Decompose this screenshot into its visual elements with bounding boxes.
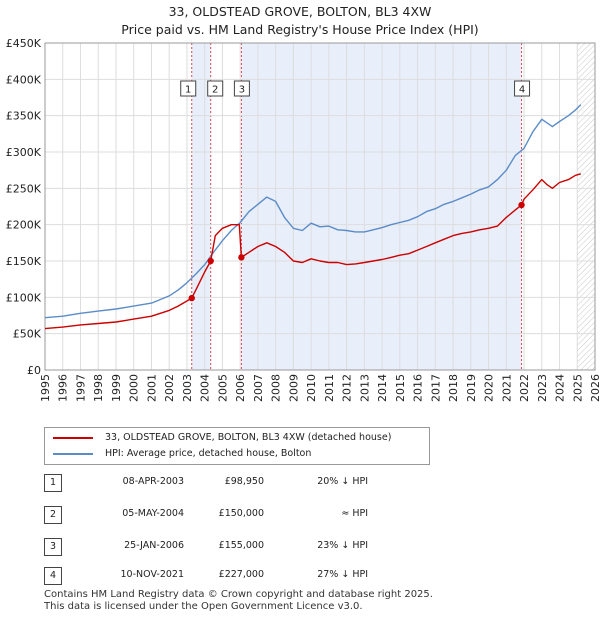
transaction-hpi: 23% ↓ HPI [317,540,368,551]
x-tick-label: 2009 [287,374,300,402]
transaction-number: 3 [44,538,62,556]
x-tick-label: 1996 [57,374,70,402]
y-tick-label: £150K [6,255,42,268]
transaction-price: £98,950 [224,476,264,487]
sale-label-number: 2 [212,85,218,96]
transaction-number: 4 [44,567,62,585]
sale-point [238,254,245,261]
transaction-number: 2 [44,506,62,524]
y-tick-label: £100K [6,291,42,304]
x-tick-label: 2014 [376,374,389,402]
x-tick-label: 2016 [412,374,425,402]
legend-swatch-hpi [53,452,93,455]
footer-copyright: Contains HM Land Registry data © Crown c… [44,589,433,600]
x-tick-label: 2015 [394,374,407,402]
legend-item-property: 33, OLDSTEAD GROVE, BOLTON, BL3 4XW (det… [53,432,391,443]
transaction-date: 25-JAN-2006 [124,540,184,551]
y-tick-label: £300K [6,146,42,159]
x-tick-label: 1997 [74,374,87,402]
sale-point [188,294,195,302]
x-tick-label: 2006 [234,374,247,402]
footer-licence: This data is licensed under the Open Gov… [44,601,363,612]
y-tick-label: £200K [6,219,42,232]
x-tick-label: 2025 [571,374,584,402]
sale-label-box [233,80,250,97]
x-tick-label: 2023 [536,374,549,402]
x-tick-label: 2011 [323,374,336,402]
y-tick-label: £450K [6,37,42,50]
chart-title-address: 33, OLDSTEAD GROVE, BOLTON, BL3 4XW [168,4,432,19]
sale-label-box [180,80,197,97]
sale-point [207,257,214,265]
x-tick-label: 2010 [305,374,318,402]
x-tick-label: 2022 [518,374,531,402]
x-tick-label: 2018 [447,374,460,402]
legend: 33, OLDSTEAD GROVE, BOLTON, BL3 4XW (det… [44,427,430,465]
transaction-date: 08-APR-2003 [122,476,184,487]
x-tick-label: 2021 [500,374,513,402]
x-tick-label: 2001 [145,374,158,402]
legend-swatch-property [53,436,93,439]
sale-label-number: 1 [185,85,191,96]
x-tick-label: 2017 [429,374,442,402]
y-tick-label: £250K [6,182,42,195]
plot-frame [44,42,596,371]
y-tick-label: £0 [27,364,41,377]
x-tick-label: 2005 [216,374,229,402]
x-tick-label: 2024 [554,374,567,402]
sale-label-number: 3 [239,85,245,96]
transaction-date: 10-NOV-2021 [120,569,184,580]
transaction-hpi: 27% ↓ HPI [317,569,368,580]
x-tick-label: 2000 [128,374,141,402]
transaction-date: 05-MAY-2004 [122,508,184,519]
chart-title: Price paid vs. HM Land Registry's House … [121,22,479,37]
x-tick-label: 2019 [465,374,478,402]
sale-label-box [514,80,531,97]
transaction-price: £150,000 [218,508,264,519]
x-tick-label: 2008 [270,374,283,402]
x-tick-label: 2007 [252,374,265,402]
x-tick-label: 1995 [39,374,52,402]
legend-label-property: 33, OLDSTEAD GROVE, BOLTON, BL3 4XW (det… [105,432,392,443]
transaction-number: 1 [44,474,62,492]
transaction-hpi: ≈ HPI [341,508,368,519]
legend-item-hpi: HPI: Average price, detached house, Bolt… [53,448,311,459]
sale-point [518,201,525,209]
x-tick-label: 2020 [483,374,496,402]
y-tick-label: £50K [13,328,42,341]
transaction-price: £155,000 [218,540,264,551]
y-tick-label: £400K [6,73,42,86]
transaction-price: £227,000 [218,569,264,580]
transaction-hpi: 20% ↓ HPI [317,476,368,487]
ownership-band [241,43,522,370]
x-tick-label: 2003 [181,374,194,402]
x-tick-label: 2004 [199,374,212,402]
y-tick-label: £350K [6,110,42,123]
forecast-hatch [577,43,595,370]
hpi-line [45,104,582,319]
x-tick-label: 1999 [110,374,123,402]
x-tick-label: 2026 [589,374,600,402]
x-tick-label: 2012 [341,374,354,402]
sale-label-box [207,80,224,97]
sale-label-number: 4 [519,85,525,96]
legend-label-hpi: HPI: Average price, detached house, Bolt… [105,448,312,459]
x-tick-label: 2002 [163,374,176,402]
x-tick-label: 2013 [358,374,371,402]
x-tick-label: 1998 [92,374,105,402]
price-chart: £0 £50K £100K £150K £200K £250K £300K £350K £400… [6,37,600,402]
